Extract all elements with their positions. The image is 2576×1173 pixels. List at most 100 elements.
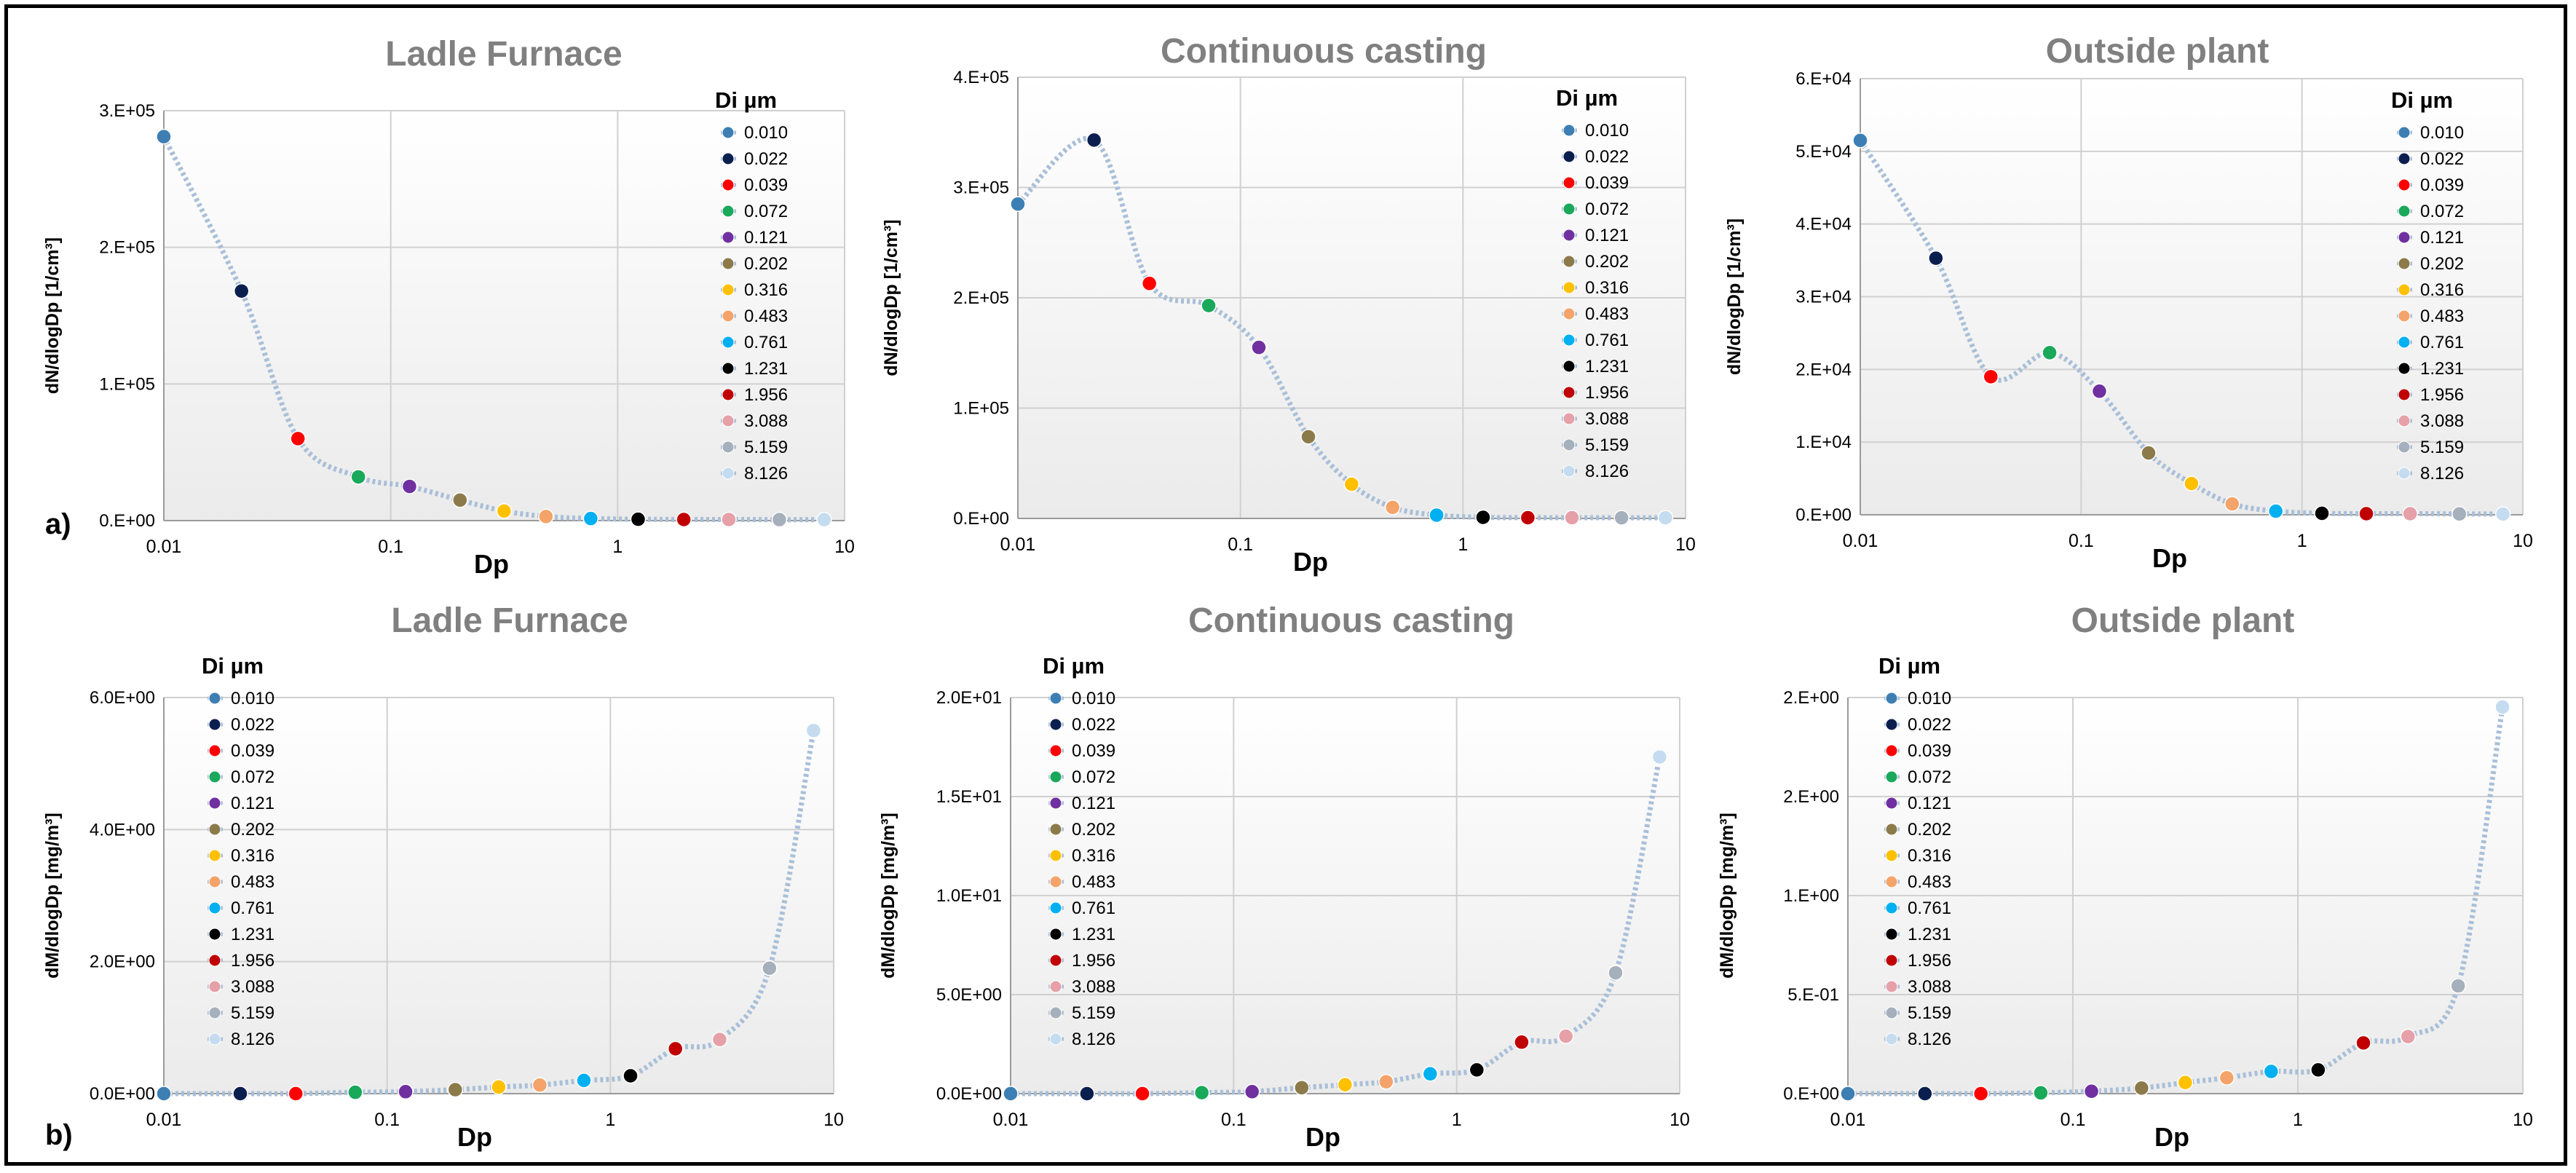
legend-swatch-marker bbox=[208, 954, 221, 967]
legend-swatch-marker bbox=[1049, 823, 1062, 836]
legend-entry: 0.483 bbox=[1072, 872, 1115, 892]
data-point bbox=[762, 960, 778, 976]
data-point bbox=[1244, 1083, 1260, 1100]
data-point bbox=[156, 1086, 172, 1102]
y-tick-label: 6.0E+00 bbox=[90, 688, 155, 708]
data-point bbox=[1337, 1077, 1354, 1093]
legend-entry: 0.022 bbox=[231, 715, 274, 735]
x-axis-label: Dp bbox=[474, 549, 509, 579]
data-point bbox=[582, 510, 599, 526]
data-point bbox=[2091, 383, 2108, 400]
legend-swatch-marker bbox=[1049, 1006, 1062, 1019]
legend-swatch-marker bbox=[1885, 954, 1898, 967]
legend-entry: 5.159 bbox=[231, 1003, 274, 1023]
legend-swatch-marker bbox=[1049, 928, 1062, 941]
legend-swatch-marker bbox=[722, 414, 735, 427]
legend-swatch-marker bbox=[2398, 283, 2411, 296]
legend-entry: 0.022 bbox=[1072, 715, 1115, 735]
legend-title: Di µm bbox=[1043, 653, 1105, 679]
data-point bbox=[2177, 1075, 2194, 1091]
legend-swatch-marker bbox=[1885, 692, 1898, 705]
legend-entry: 0.483 bbox=[744, 307, 788, 326]
x-tick-label: 10 bbox=[2513, 1110, 2533, 1130]
x-tick-label: 0.01 bbox=[1843, 531, 1878, 551]
data-point bbox=[2267, 503, 2284, 519]
y-tick-label: 2.E+04 bbox=[1795, 360, 1852, 379]
chart-5: 0.01 0.1 1 10 0.0E+00 5.0E+00 1.0E+01 1.5E+01 2.… bbox=[878, 601, 1690, 1152]
data-point bbox=[1343, 476, 1360, 492]
y-tick-label: 1.5E+01 bbox=[936, 787, 1002, 807]
data-point bbox=[2355, 1035, 2371, 1051]
data-point bbox=[1384, 499, 1401, 516]
data-point bbox=[1429, 507, 1445, 524]
legend-entry: 0.121 bbox=[231, 794, 274, 813]
chart-6: 0.01 0.1 1 10 0.E+00 5.E-01 1.E+00 2.E+00 2.E+00… bbox=[1717, 601, 2533, 1152]
y-tick-label: 6.E+04 bbox=[1795, 69, 1852, 89]
legend-entry: 0.202 bbox=[1585, 252, 1629, 272]
data-point bbox=[630, 511, 647, 527]
data-point bbox=[1378, 1073, 1394, 1090]
panel-label-a: a) bbox=[45, 508, 71, 540]
y-tick-label: 5.E-01 bbox=[1787, 985, 1839, 1005]
legend-entry: 0.316 bbox=[744, 280, 788, 300]
x-tick-label: 0.1 bbox=[378, 537, 403, 557]
legend-entry: 0.010 bbox=[744, 123, 788, 143]
y-tick-label: 2.E+05 bbox=[953, 288, 1009, 308]
legend-swatch-marker bbox=[1562, 360, 1576, 373]
data-point bbox=[1613, 510, 1629, 526]
legend-swatch-marker bbox=[722, 257, 735, 270]
legend-title: Di µm bbox=[715, 87, 777, 113]
y-tick-label: 2.E+05 bbox=[99, 238, 155, 258]
legend-entry: 0.316 bbox=[231, 846, 274, 866]
legend: Di µm 0.010 0.022 0.039 0.072 0.121 0.202 0.316… bbox=[715, 87, 788, 483]
y-axis-label: dM/dlogDp [mg/m³] bbox=[878, 813, 898, 979]
y-tick-label: 0.0E+00 bbox=[90, 1084, 155, 1104]
data-point bbox=[1003, 1086, 1019, 1102]
legend-swatch-marker bbox=[208, 928, 221, 941]
legend-swatch-marker bbox=[2398, 205, 2411, 218]
legend-entry: 1.956 bbox=[2420, 385, 2464, 405]
data-point bbox=[2310, 1062, 2326, 1078]
data-point bbox=[816, 511, 832, 528]
legend-swatch-marker bbox=[208, 823, 221, 836]
legend-entry: 0.039 bbox=[1072, 741, 1115, 761]
x-tick-label: 0.01 bbox=[993, 1110, 1029, 1130]
series-line bbox=[1858, 138, 2503, 517]
legend-swatch-marker bbox=[1562, 176, 1576, 189]
data-point bbox=[1840, 1086, 1856, 1102]
legend-swatch-marker bbox=[2398, 414, 2411, 427]
legend-entry: 5.159 bbox=[744, 438, 788, 457]
legend-swatch-marker bbox=[1885, 718, 1898, 731]
data-point bbox=[1651, 749, 1668, 765]
data-point bbox=[1972, 1086, 1989, 1102]
data-point bbox=[398, 1083, 414, 1100]
legend-swatch-marker bbox=[722, 309, 735, 323]
legend-swatch-marker bbox=[1049, 901, 1062, 915]
x-tick-label: 1 bbox=[1458, 534, 1468, 555]
legend-swatch-marker bbox=[722, 231, 735, 244]
chart-title: Outside plant bbox=[2071, 601, 2295, 640]
legend-entry: 3.088 bbox=[744, 411, 788, 431]
y-tick-label: 1.0E+01 bbox=[936, 886, 1002, 906]
x-tick-label: 0.01 bbox=[1830, 1110, 1866, 1130]
chart-4: 0.01 0.1 1 10 0.0E+00 2.0E+00 4.0E+00 6.0E+00 La… bbox=[42, 601, 844, 1152]
x-axis-label: Dp bbox=[2154, 1122, 2189, 1152]
legend-swatch-marker bbox=[722, 388, 735, 401]
legend: Di µm 0.010 0.022 0.039 0.072 0.121 0.202 0.316… bbox=[1878, 653, 1951, 1049]
data-point bbox=[1201, 297, 1217, 314]
legend-swatch-marker bbox=[208, 797, 221, 810]
legend-entry: 0.316 bbox=[2420, 280, 2464, 300]
data-point bbox=[401, 478, 418, 494]
data-point bbox=[2494, 699, 2510, 715]
data-point bbox=[156, 128, 172, 145]
legend-swatch-marker bbox=[208, 849, 221, 862]
data-point bbox=[1079, 1086, 1095, 1102]
x-tick-label: 10 bbox=[1670, 1110, 1690, 1130]
legend-entry: 0.010 bbox=[1585, 121, 1629, 141]
legend-entry: 0.761 bbox=[744, 333, 788, 352]
data-point bbox=[1469, 1062, 1485, 1078]
legend-swatch-marker bbox=[1562, 412, 1576, 425]
y-tick-label: 0.E+00 bbox=[1795, 505, 1852, 525]
legend-swatch-marker bbox=[1562, 307, 1576, 320]
legend-swatch-marker bbox=[2398, 309, 2411, 323]
